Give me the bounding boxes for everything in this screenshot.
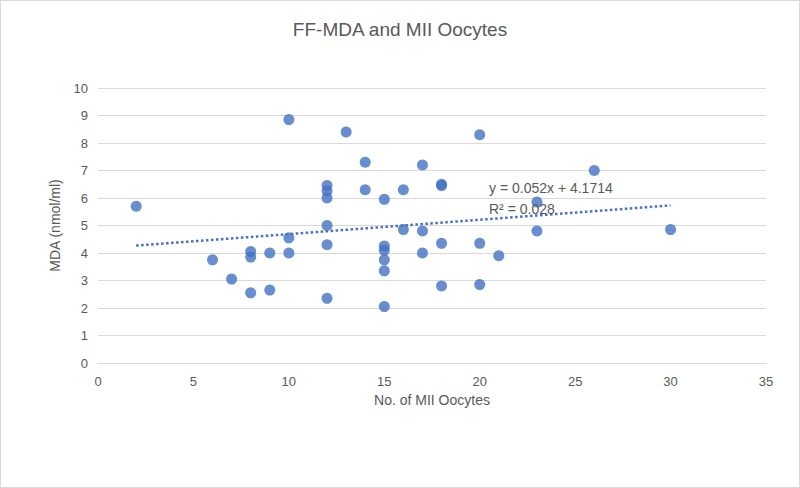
svg-text:35: 35 — [759, 374, 773, 389]
svg-text:4: 4 — [81, 246, 88, 261]
svg-text:2: 2 — [81, 301, 88, 316]
svg-text:8: 8 — [81, 136, 88, 151]
svg-text:25: 25 — [568, 374, 582, 389]
svg-text:No. of MII Oocytes: No. of MII Oocytes — [374, 392, 490, 408]
svg-text:6: 6 — [81, 191, 88, 206]
svg-text:20: 20 — [472, 374, 486, 389]
svg-text:5: 5 — [81, 218, 88, 233]
svg-text:3: 3 — [81, 273, 88, 288]
svg-text:MDA (nmol/ml): MDA (nmol/ml) — [47, 179, 63, 272]
svg-text:R² = 0.028: R² = 0.028 — [489, 201, 555, 217]
svg-text:9: 9 — [81, 108, 88, 123]
svg-text:5: 5 — [190, 374, 197, 389]
svg-text:0: 0 — [81, 356, 88, 371]
svg-text:1: 1 — [81, 328, 88, 343]
svg-text:10: 10 — [74, 81, 88, 96]
svg-text:7: 7 — [81, 163, 88, 178]
svg-text:15: 15 — [377, 374, 391, 389]
svg-text:10: 10 — [282, 374, 296, 389]
svg-text:0: 0 — [94, 374, 101, 389]
svg-text:FF-MDA and MII Oocytes: FF-MDA and MII Oocytes — [293, 19, 507, 40]
svg-text:y = 0.052x + 4.1714: y = 0.052x + 4.1714 — [489, 180, 613, 196]
svg-text:30: 30 — [663, 374, 677, 389]
